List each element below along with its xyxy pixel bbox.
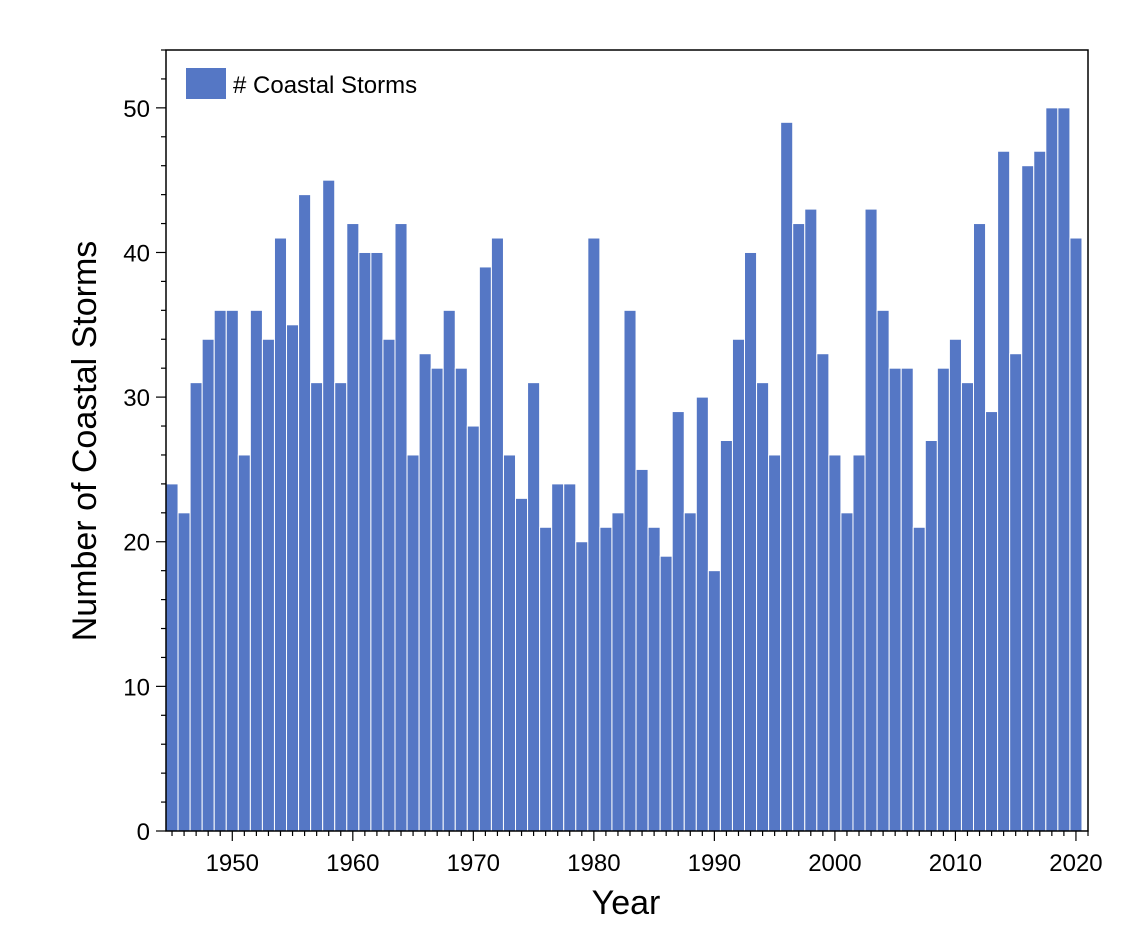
bar-1958 xyxy=(322,179,336,832)
bar-1967 xyxy=(430,367,444,832)
bar-1988 xyxy=(683,512,697,832)
bar-2001 xyxy=(840,512,854,832)
bar-1978 xyxy=(563,483,577,832)
bar-1963 xyxy=(382,338,396,832)
bar-1975 xyxy=(527,382,541,832)
bar-1997 xyxy=(792,223,806,832)
bar-2020 xyxy=(1069,237,1083,832)
bar-1995 xyxy=(768,454,782,832)
bar-1965 xyxy=(406,454,420,832)
bar-1994 xyxy=(756,382,770,832)
x-tick-label: 1970 xyxy=(447,850,500,877)
bar-1972 xyxy=(490,237,504,832)
x-tick-label: 2020 xyxy=(1049,850,1102,877)
bar-1993 xyxy=(744,251,758,832)
bar-1951 xyxy=(237,454,251,832)
bar-1981 xyxy=(599,526,613,832)
bar-1957 xyxy=(310,382,324,832)
y-tick-label: 10 xyxy=(123,674,150,701)
legend-swatch xyxy=(186,68,226,99)
bar-1945 xyxy=(165,483,179,832)
bar-2018 xyxy=(1045,107,1059,832)
bar-2005 xyxy=(888,367,902,832)
x-tick-label: 2000 xyxy=(808,850,861,877)
y-axis-title: Number of Coastal Storms xyxy=(66,241,104,642)
bar-2017 xyxy=(1033,150,1047,832)
bar-1973 xyxy=(502,454,517,832)
x-tick-label: 1960 xyxy=(326,850,379,877)
bar-1992 xyxy=(731,338,746,832)
bars xyxy=(165,107,1083,832)
bar-1984 xyxy=(635,468,649,832)
bar-1960 xyxy=(346,223,360,832)
y-tick-label: 50 xyxy=(123,96,150,123)
bar-2002 xyxy=(852,454,866,832)
bar-1962 xyxy=(370,251,384,832)
axes: 0 10 20 30 40 50 1950 1960 1970 1980 1990 2000 2010 2… xyxy=(123,49,1103,877)
legend: # Coastal Storms xyxy=(186,68,417,99)
bar-1964 xyxy=(394,223,408,832)
x-tick-label: 1950 xyxy=(206,850,259,877)
bar-1955 xyxy=(286,324,300,832)
bar-1979 xyxy=(575,541,589,832)
bar-1946 xyxy=(177,512,191,832)
bar-2011 xyxy=(960,382,975,832)
bar-1947 xyxy=(189,382,203,832)
bar-2004 xyxy=(876,309,890,832)
bar-1950 xyxy=(225,309,239,832)
bar-1971 xyxy=(478,266,492,832)
bar-2016 xyxy=(1021,165,1035,832)
bar-1956 xyxy=(298,194,312,832)
bar-2012 xyxy=(973,223,987,832)
x-tick-label: 2010 xyxy=(929,850,982,877)
bar-1949 xyxy=(213,309,227,832)
bar-1989 xyxy=(695,396,709,832)
bar-1969 xyxy=(454,367,468,832)
bar-2010 xyxy=(948,338,962,832)
bar-1954 xyxy=(273,237,288,832)
bar-2007 xyxy=(912,526,926,832)
x-tick-label: 1990 xyxy=(688,850,741,877)
x-axis-title: Year xyxy=(592,884,661,922)
bar-2014 xyxy=(997,150,1011,832)
bar-2008 xyxy=(924,440,938,832)
bar-2013 xyxy=(985,411,999,832)
x-tick-label: 1980 xyxy=(567,850,620,877)
bar-1948 xyxy=(201,338,215,832)
bar-1974 xyxy=(515,497,529,832)
bar-2006 xyxy=(900,367,914,832)
bar-1959 xyxy=(334,382,348,832)
bar-1953 xyxy=(261,338,275,832)
bar-1999 xyxy=(816,353,830,832)
bar-1970 xyxy=(466,425,480,832)
bar-1991 xyxy=(719,440,733,832)
bar-1983 xyxy=(623,309,637,832)
bar-1982 xyxy=(611,512,625,832)
plot-frame xyxy=(165,49,1089,832)
bar-1987 xyxy=(671,411,685,832)
bar-1985 xyxy=(647,526,661,832)
bar-2009 xyxy=(936,367,950,832)
bar-1977 xyxy=(551,483,565,832)
bar-1961 xyxy=(358,251,372,832)
bar-2019 xyxy=(1057,107,1071,832)
bar-1980 xyxy=(587,237,601,832)
bar-1966 xyxy=(418,353,432,832)
bar-1998 xyxy=(804,208,818,832)
bar-1952 xyxy=(249,309,263,832)
bar-2003 xyxy=(864,208,878,832)
bar-1968 xyxy=(442,309,456,832)
y-tick-label: 20 xyxy=(123,530,150,557)
y-tick-label: 40 xyxy=(123,240,150,267)
y-tick-label: 0 xyxy=(137,819,150,846)
bar-2015 xyxy=(1009,353,1023,832)
bar-1986 xyxy=(659,555,673,832)
bar-1996 xyxy=(780,121,794,832)
y-tick-label: 30 xyxy=(123,385,150,412)
legend-label: # Coastal Storms xyxy=(233,72,417,99)
bar-2000 xyxy=(828,454,842,832)
bar-1976 xyxy=(539,526,553,832)
bar-1990 xyxy=(707,570,721,832)
